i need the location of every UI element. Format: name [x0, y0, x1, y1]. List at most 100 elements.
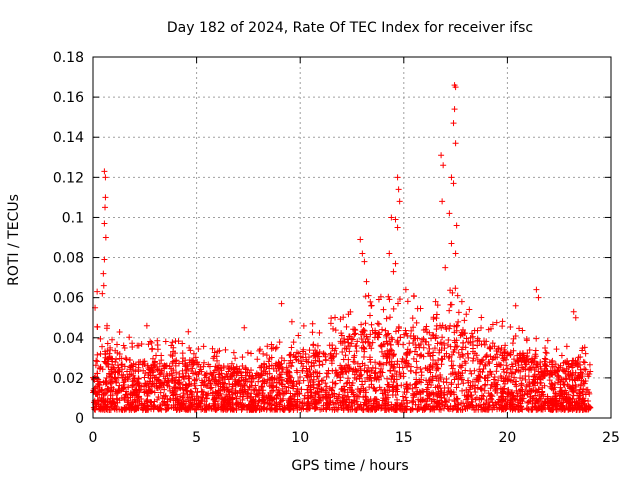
y-tick-label: 0.1 [62, 210, 84, 226]
data-point [283, 389, 290, 396]
data-point [248, 373, 255, 380]
data-point [417, 305, 424, 312]
data-point [341, 386, 348, 393]
data-point [553, 346, 560, 353]
data-point [388, 372, 395, 379]
data-point [374, 320, 381, 327]
data-point [248, 406, 255, 413]
data-point [485, 358, 492, 365]
data-point [162, 362, 169, 369]
data-point [581, 380, 588, 387]
data-point [455, 349, 462, 356]
data-point [370, 384, 377, 391]
data-point [543, 350, 550, 357]
data-point [160, 373, 167, 380]
data-point [503, 369, 510, 376]
data-point [558, 352, 565, 359]
data-point [245, 386, 252, 393]
data-point [201, 378, 208, 385]
data-point [367, 331, 374, 338]
data-point [516, 325, 523, 332]
data-point [131, 377, 138, 384]
data-point [489, 399, 496, 406]
data-point [337, 362, 344, 369]
data-point [582, 378, 589, 385]
data-point [318, 386, 325, 393]
data-point [154, 396, 161, 403]
data-point [416, 352, 423, 359]
data-point [244, 349, 251, 356]
data-point [264, 343, 271, 350]
data-point [392, 260, 399, 267]
data-point [442, 324, 449, 331]
data-point [294, 404, 301, 411]
data-point [434, 302, 441, 309]
data-point [134, 402, 141, 409]
data-point [337, 316, 344, 323]
data-point [229, 391, 236, 398]
data-point [387, 314, 394, 321]
data-point [420, 404, 427, 411]
data-point [390, 403, 397, 410]
data-point [133, 381, 140, 388]
data-point [96, 382, 103, 389]
data-point [112, 388, 119, 395]
data-point [128, 406, 135, 413]
data-point [295, 332, 302, 339]
data-point [285, 384, 292, 391]
data-point [549, 357, 556, 364]
data-point [199, 406, 206, 413]
data-point [430, 349, 437, 356]
data-point [441, 398, 448, 405]
data-point [455, 405, 462, 412]
data-point [116, 351, 123, 358]
data-point [306, 367, 313, 374]
data-point [529, 397, 536, 404]
plot-frame [92, 56, 612, 419]
data-point [455, 381, 462, 388]
data-point [535, 294, 542, 301]
data-point [443, 350, 450, 357]
data-point [344, 404, 351, 411]
data-point [151, 389, 158, 396]
data-point [206, 363, 213, 370]
data-point [409, 315, 416, 322]
data-point [398, 382, 405, 389]
data-point [287, 357, 294, 364]
data-point [430, 314, 437, 321]
data-point [293, 398, 300, 405]
data-point [232, 355, 239, 362]
data-point [394, 337, 401, 344]
data-point [103, 360, 110, 367]
data-point [557, 392, 564, 399]
data-point [229, 372, 236, 379]
data-point [167, 352, 174, 359]
data-point [423, 386, 430, 393]
data-point [447, 390, 454, 397]
data-point [439, 334, 446, 341]
data-point [192, 385, 199, 392]
data-point [488, 392, 495, 398]
data-point [378, 348, 385, 355]
data-point [474, 327, 481, 334]
data-point [485, 405, 492, 412]
data-point [313, 349, 320, 356]
data-point [391, 361, 398, 368]
data-point [248, 393, 255, 400]
data-point [507, 366, 514, 373]
data-point [344, 375, 351, 382]
data-point [489, 321, 496, 328]
data-point [127, 357, 134, 364]
data-point [238, 387, 245, 394]
data-point [131, 405, 138, 412]
data-point [546, 377, 553, 384]
data-point [523, 383, 530, 390]
data-point [144, 393, 151, 400]
data-point [109, 336, 116, 343]
data-point [427, 369, 434, 376]
data-point [375, 334, 382, 341]
data-point [288, 344, 295, 351]
data-point [361, 258, 368, 265]
data-point [123, 388, 130, 395]
data-point [364, 369, 371, 376]
